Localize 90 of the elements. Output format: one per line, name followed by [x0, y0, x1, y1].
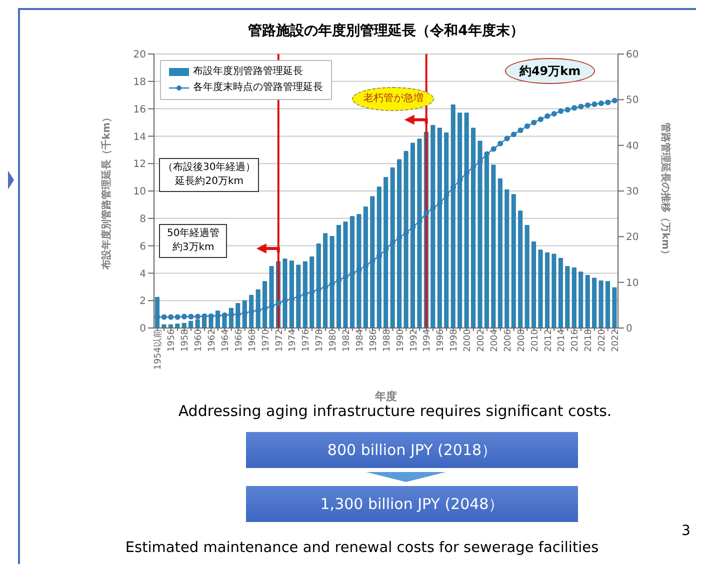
bar: [504, 189, 510, 328]
y2-tick-label: 30: [626, 186, 639, 198]
x-tick-label: 1984: [355, 328, 366, 352]
bar: [491, 164, 496, 328]
x-tick-label: 1998: [450, 328, 460, 352]
y-tick-label: 12: [133, 159, 146, 170]
y-tick-label: 20: [133, 50, 146, 61]
y-tick-label: 14: [133, 132, 146, 143]
bar: [545, 252, 550, 328]
y2-tick-label: 20: [626, 232, 639, 244]
y2-axis-title: 管路管理延長の推移（万km）: [659, 121, 672, 260]
x-tick-label: 1970: [261, 328, 272, 352]
y2-tick-label: 50: [626, 95, 639, 106]
x-axis-title: 年度: [374, 390, 397, 403]
x-tick-label: 1956: [167, 328, 178, 352]
annotation: 老朽管が急増: [352, 86, 434, 111]
x-tick-label: 1996: [436, 328, 446, 352]
x-tick-label: 2002: [476, 329, 487, 352]
x-tick-label: 2006: [503, 328, 514, 352]
bar: [565, 266, 570, 328]
text: 3: [680, 522, 692, 540]
x-tick-label: 2020: [598, 328, 608, 352]
bar: [592, 278, 597, 328]
y-tick-label: 0: [140, 324, 146, 335]
y2-tick-label: 40: [626, 140, 639, 152]
x-tick-label: 2016: [570, 328, 581, 352]
bar: [511, 194, 516, 328]
y-axis-title: 布設年度別管路管理延長（千km）: [100, 112, 113, 271]
x-tick-label: 1958: [180, 328, 191, 352]
x-tick-label: 1994: [422, 328, 433, 352]
chart-title: 管路施設の年度別管理延長（令和4年度末）: [247, 22, 525, 40]
annotation: （布設後30年経過）延長約20万km: [159, 158, 260, 192]
y-tick-label: 16: [133, 104, 146, 116]
x-tick-label: 1960: [194, 328, 204, 352]
x-tick-label: 2012: [544, 329, 554, 352]
x-tick-label: 1982: [342, 329, 352, 352]
bar: [498, 178, 502, 328]
x-tick-label: 1972: [274, 329, 285, 352]
bar: [612, 287, 617, 328]
x-tick-label: 1992: [409, 329, 420, 352]
x-tick-label: 1990: [396, 328, 406, 352]
x-tick-label: 2010: [530, 328, 540, 352]
x-tick-label: 1980: [328, 328, 339, 352]
text: 800 billion JPY (2018）: [246, 432, 578, 468]
bar: [518, 210, 523, 328]
x-tick-label: 2022: [611, 329, 622, 352]
x-tick-label: 1962: [208, 329, 218, 352]
bar: [558, 258, 563, 328]
text: Addressing aging infrastructure requires significant costs.: [177, 402, 613, 421]
bar: [572, 268, 576, 328]
annotation: 50年経過管約3万km: [159, 224, 228, 258]
y-tick-label: 8: [140, 214, 146, 225]
bar: [538, 250, 543, 328]
x-tick-label: 1986: [368, 328, 379, 352]
y-tick-label: 10: [133, 186, 146, 198]
bar: [162, 324, 166, 328]
y2-tick-label: 10: [626, 278, 639, 289]
bar: [552, 254, 556, 328]
x-tick-label: 1988: [382, 328, 392, 352]
x-tick-label: 1978: [315, 328, 326, 352]
y-tick-label: 18: [133, 76, 146, 88]
y-tick-label: 6: [140, 241, 146, 252]
bar: [578, 272, 584, 328]
text: 1,300 billion JPY (2048）: [246, 486, 578, 522]
x-tick-label: 1954以前: [152, 329, 164, 370]
x-tick-label: 2018: [584, 328, 594, 352]
bar: [585, 275, 590, 328]
legend-label: 各年度末時点の管路管理延長: [193, 80, 323, 95]
bar: [524, 225, 530, 328]
x-tick-label: 1966: [234, 328, 244, 352]
x-tick-label: 1964: [221, 328, 231, 352]
bar: [598, 280, 604, 328]
annotation: 約49万km: [505, 58, 596, 84]
x-tick-label: 1976: [302, 328, 312, 352]
x-tick-label: 2008: [516, 328, 527, 352]
y2-tick-label: 60: [626, 50, 639, 61]
bar: [175, 324, 180, 328]
bar: [606, 281, 610, 328]
x-tick-label: 2014: [557, 328, 568, 352]
x-tick-label: 2004: [490, 328, 500, 352]
bar: [532, 241, 536, 328]
text: Estimated maintenance and renewal costs for sewerage facilities: [124, 539, 600, 558]
x-tick-label: 2000: [463, 328, 474, 352]
y2-tick-label: 0: [626, 324, 632, 335]
bar: [182, 323, 186, 328]
legend-label: 布設年度別管路管理延長: [193, 64, 303, 79]
y-tick-label: 4: [140, 268, 146, 280]
x-tick-label: 1968: [248, 328, 258, 352]
x-tick-label: 1974: [288, 328, 298, 352]
y-tick-label: 2: [140, 296, 146, 308]
